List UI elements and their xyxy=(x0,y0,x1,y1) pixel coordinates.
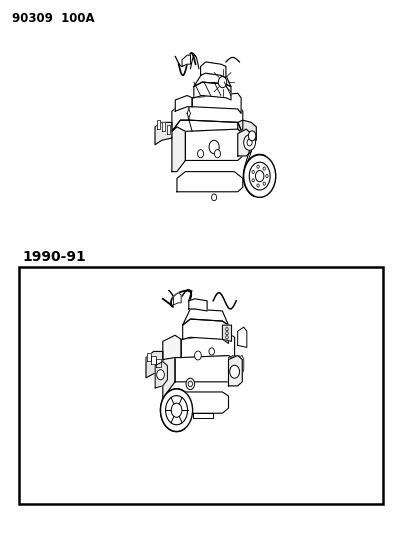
Circle shape xyxy=(265,174,267,177)
Polygon shape xyxy=(146,353,151,361)
Polygon shape xyxy=(175,95,192,111)
Circle shape xyxy=(248,131,255,141)
Polygon shape xyxy=(182,319,228,343)
Circle shape xyxy=(255,171,263,182)
Polygon shape xyxy=(234,356,240,374)
Polygon shape xyxy=(182,309,228,325)
Polygon shape xyxy=(188,104,242,134)
Polygon shape xyxy=(156,359,160,367)
Polygon shape xyxy=(172,127,185,172)
Circle shape xyxy=(225,332,228,335)
Text: 1992: 1992 xyxy=(330,487,368,501)
Circle shape xyxy=(225,336,228,339)
Polygon shape xyxy=(174,356,234,382)
Polygon shape xyxy=(161,123,165,131)
Polygon shape xyxy=(200,62,225,78)
Circle shape xyxy=(165,395,187,425)
Polygon shape xyxy=(166,125,170,134)
Circle shape xyxy=(243,155,275,197)
Circle shape xyxy=(256,165,259,168)
Polygon shape xyxy=(237,129,251,156)
Circle shape xyxy=(246,139,251,146)
Bar xyxy=(19,266,382,504)
Polygon shape xyxy=(231,356,237,374)
Circle shape xyxy=(249,162,269,190)
Polygon shape xyxy=(228,356,242,386)
Polygon shape xyxy=(156,120,160,128)
Polygon shape xyxy=(173,293,181,305)
Text: 1990-91: 1990-91 xyxy=(22,250,86,264)
Polygon shape xyxy=(188,299,207,311)
Circle shape xyxy=(243,135,255,150)
Polygon shape xyxy=(193,73,231,86)
Circle shape xyxy=(229,365,239,378)
Circle shape xyxy=(186,378,194,390)
Circle shape xyxy=(214,150,220,158)
Polygon shape xyxy=(151,356,156,364)
Polygon shape xyxy=(237,356,243,374)
Circle shape xyxy=(171,403,181,417)
Polygon shape xyxy=(155,361,167,388)
Polygon shape xyxy=(222,325,231,341)
Circle shape xyxy=(256,184,259,187)
Polygon shape xyxy=(181,333,234,360)
Polygon shape xyxy=(146,351,162,378)
Polygon shape xyxy=(192,93,241,114)
Circle shape xyxy=(160,389,192,432)
Polygon shape xyxy=(162,335,181,360)
Polygon shape xyxy=(237,120,256,140)
Circle shape xyxy=(218,76,226,87)
Polygon shape xyxy=(176,172,242,192)
Circle shape xyxy=(209,140,219,154)
Polygon shape xyxy=(193,413,213,418)
Polygon shape xyxy=(237,327,246,348)
Circle shape xyxy=(251,179,254,182)
Polygon shape xyxy=(172,104,188,131)
Polygon shape xyxy=(185,129,242,160)
Polygon shape xyxy=(172,120,242,134)
Circle shape xyxy=(251,171,254,173)
Circle shape xyxy=(211,194,216,201)
Circle shape xyxy=(156,370,164,380)
Circle shape xyxy=(197,150,203,158)
Polygon shape xyxy=(186,109,190,118)
Polygon shape xyxy=(155,123,172,145)
Circle shape xyxy=(209,348,214,355)
Polygon shape xyxy=(182,55,190,67)
Text: 90309  100A: 90309 100A xyxy=(12,12,95,25)
Circle shape xyxy=(188,381,192,387)
Circle shape xyxy=(225,328,228,331)
Polygon shape xyxy=(193,82,231,100)
Circle shape xyxy=(262,167,265,170)
Polygon shape xyxy=(162,353,174,400)
Circle shape xyxy=(262,182,265,185)
Polygon shape xyxy=(228,356,234,374)
Polygon shape xyxy=(167,392,228,413)
Circle shape xyxy=(194,351,201,360)
